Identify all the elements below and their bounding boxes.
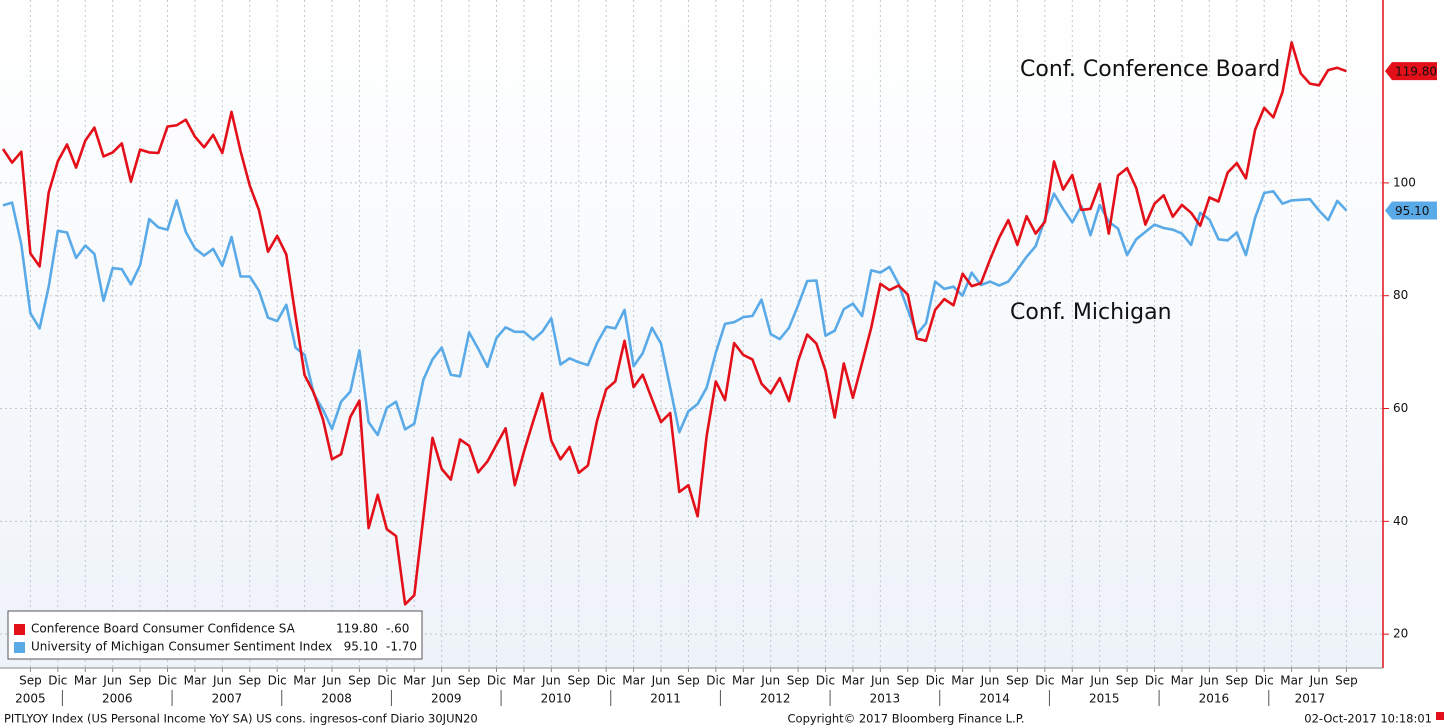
x-tick-label: Sep — [1006, 674, 1029, 688]
year-label: 2005 — [15, 692, 46, 706]
x-tick-label: Mar — [622, 674, 645, 688]
year-label: 2015 — [1089, 692, 1120, 706]
x-tick-label: Dic — [377, 674, 396, 688]
x-tick-label: Sep — [567, 674, 590, 688]
x-tick-label: Mar — [1171, 674, 1194, 688]
legend-box — [7, 610, 423, 660]
year-label: 2009 — [431, 692, 462, 706]
last-value-tag — [1385, 201, 1437, 220]
x-tick-label: Jun — [870, 674, 890, 688]
footer-left: PITLYOY Index (US Personal Income YoY SA… — [4, 712, 478, 726]
x-tick-label: Sep — [677, 674, 700, 688]
x-tick-label: Jun — [651, 674, 671, 688]
legend-last: 95.10 — [344, 640, 378, 654]
y-tick-label: 100 — [1393, 175, 1416, 189]
x-tick-label: Jun — [980, 674, 1000, 688]
x-tick-label: Dic — [816, 674, 835, 688]
y-tick-label: 40 — [1393, 514, 1408, 528]
series-line — [2, 190, 1348, 437]
x-tick-label: Dic — [48, 674, 67, 688]
x-tick-label: Mar — [403, 674, 426, 688]
legend-last: 119.80 — [336, 622, 378, 636]
year-label: 2008 — [321, 692, 352, 706]
legend-label: Conference Board Consumer Confidence SA — [31, 622, 296, 636]
x-tick-label: Jun — [212, 674, 232, 688]
x-tick-label: Sep — [1225, 674, 1248, 688]
plot-area — [0, 0, 1383, 668]
footer-right: 02-Oct-2017 10:18:01 — [1304, 712, 1432, 726]
x-tick-label: Sep — [19, 674, 42, 688]
year-label: 2013 — [870, 692, 901, 706]
year-label: 2016 — [1199, 692, 1230, 706]
x-tick-label: Dic — [1255, 674, 1274, 688]
x-tick-label: Dic — [158, 674, 177, 688]
footer-center: Copyright© 2017 Bloomberg Finance L.P. — [788, 712, 1025, 726]
last-value-label: 119.80 — [1395, 65, 1437, 79]
x-tick-label: Jun — [322, 674, 342, 688]
x-tick-label: Mar — [1280, 674, 1303, 688]
x-tick-label: Mar — [842, 674, 865, 688]
x-tick-label: Sep — [1335, 674, 1358, 688]
x-tick-label: Dic — [926, 674, 945, 688]
year-label: 2014 — [979, 692, 1010, 706]
legend-change: -1.70 — [386, 640, 417, 654]
x-tick-label: Jun — [1309, 674, 1329, 688]
y-tick-label: 60 — [1393, 401, 1408, 415]
y-tick-label: 80 — [1393, 288, 1408, 302]
x-tick-label: Mar — [1061, 674, 1084, 688]
year-label: 2007 — [212, 692, 243, 706]
year-label: 2012 — [760, 692, 791, 706]
x-tick-label: Dic — [268, 674, 287, 688]
legend-swatch — [14, 642, 25, 653]
x-tick-label: Sep — [238, 674, 261, 688]
x-tick-label: Jun — [760, 674, 780, 688]
last-value-label: 95.10 — [1395, 204, 1429, 218]
series-line — [1, 41, 1347, 606]
x-tick-label: Sep — [896, 674, 919, 688]
x-tick-label: Mar — [184, 674, 207, 688]
legend-change: -.60 — [386, 622, 409, 636]
legend-swatch — [14, 624, 25, 635]
year-label: 2006 — [102, 692, 133, 706]
x-tick-label: Dic — [597, 674, 616, 688]
x-tick-label: Jun — [102, 674, 122, 688]
x-tick-label: Mar — [293, 674, 316, 688]
x-tick-label: Jun — [431, 674, 451, 688]
x-tick-label: Dic — [1035, 674, 1054, 688]
x-tick-label: Mar — [513, 674, 536, 688]
corner-mark — [1436, 712, 1444, 720]
year-label: 2017 — [1295, 692, 1326, 706]
x-tick-label: Sep — [348, 674, 371, 688]
x-tick-label: Mar — [74, 674, 97, 688]
legend: Conference Board Consumer Confidence SA 1… — [7, 610, 423, 660]
x-tick-label: Dic — [706, 674, 725, 688]
y-tick-label: 20 — [1393, 627, 1408, 641]
legend-label: University of Michigan Consumer Sentimen… — [31, 640, 332, 654]
x-tick-label: Mar — [732, 674, 755, 688]
annotation: Conf. Michigan — [1010, 300, 1172, 325]
x-tick-label: Jun — [1089, 674, 1109, 688]
x-tick-label: Sep — [787, 674, 810, 688]
x-tick-label: Mar — [951, 674, 974, 688]
x-tick-label: Jun — [1199, 674, 1219, 688]
year-label: 2011 — [650, 692, 681, 706]
year-label: 2010 — [541, 692, 572, 706]
x-tick-label: Dic — [1145, 674, 1164, 688]
annotation: Conf. Conference Board — [1020, 57, 1280, 82]
x-tick-label: Sep — [129, 674, 152, 688]
x-tick-label: Sep — [1116, 674, 1139, 688]
x-tick-label: Dic — [487, 674, 506, 688]
last-value-tag — [1385, 62, 1437, 81]
x-tick-label: Jun — [541, 674, 561, 688]
x-tick-label: Sep — [458, 674, 481, 688]
